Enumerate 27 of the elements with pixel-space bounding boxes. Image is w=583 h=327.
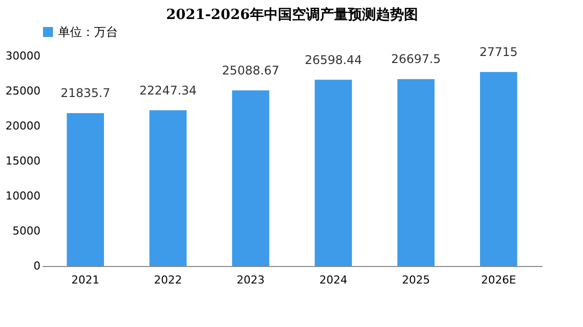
bar xyxy=(314,80,352,266)
x-tick-label: 2026E xyxy=(481,274,516,286)
y-tick-label: 5000 xyxy=(12,224,40,238)
bar xyxy=(397,79,435,266)
bar xyxy=(232,90,270,266)
x-tick-label: 2023 xyxy=(236,274,265,286)
x-tick-label: 2024 xyxy=(319,274,348,286)
y-tick-label: 30000 xyxy=(6,50,40,62)
data-label: 26598.44 xyxy=(304,52,362,67)
x-tick-label: 2022 xyxy=(154,274,182,286)
x-tick-label: 2021 xyxy=(71,274,100,286)
y-tick-label: 10000 xyxy=(6,190,40,202)
data-label: 26697.5 xyxy=(391,52,441,66)
data-label: 25088.67 xyxy=(222,63,280,78)
y-tick-label: 20000 xyxy=(6,120,40,132)
bar xyxy=(149,110,187,266)
chart-title: 2021-2026年中国空调产量预测趋势图 xyxy=(166,6,418,23)
data-label: 27715 xyxy=(480,44,518,59)
bar xyxy=(66,113,104,266)
x-tick-label: 2025 xyxy=(402,274,430,286)
data-label: 21835.7 xyxy=(60,86,110,100)
bar xyxy=(480,72,518,266)
data-label: 22247.34 xyxy=(139,83,197,98)
legend-label: 单位：万台 xyxy=(58,25,118,39)
y-tick-label: 15000 xyxy=(6,154,40,168)
y-tick-label: 0 xyxy=(34,260,40,272)
y-tick-label: 25000 xyxy=(6,84,40,98)
